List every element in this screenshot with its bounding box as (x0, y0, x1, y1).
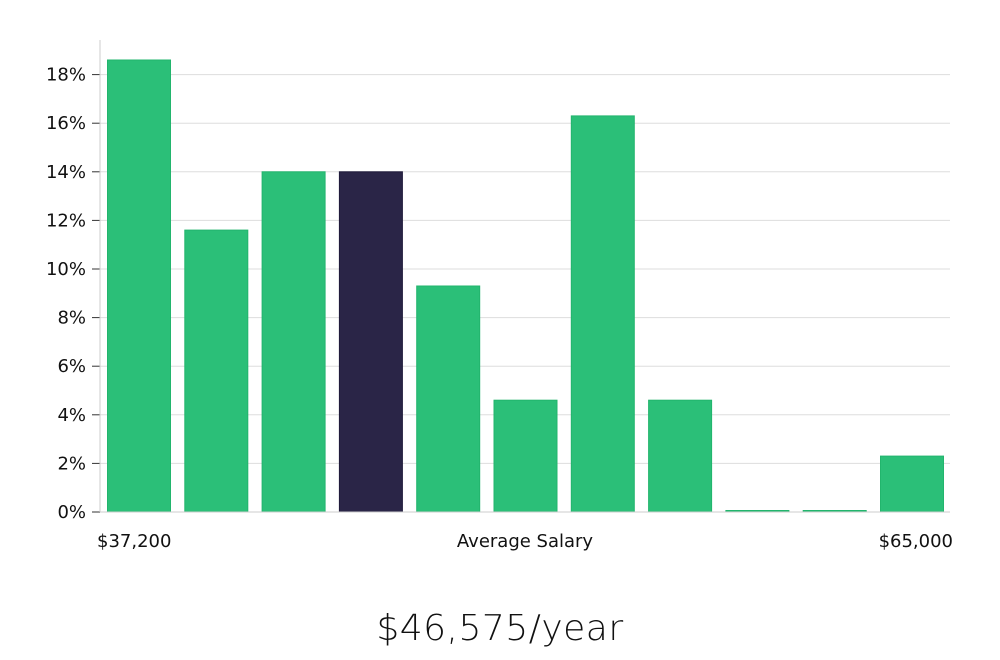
x-axis-title: Average Salary (457, 531, 594, 552)
y-tick-label: 12% (46, 210, 86, 231)
y-tick-label: 14% (46, 162, 86, 183)
y-tick-label: 10% (46, 259, 86, 280)
bars (107, 59, 944, 513)
y-tick-label: 2% (57, 453, 86, 474)
salary-histogram: 0% 2% 4% 6% 8% 10% 12% 14% 16% 18% $37,200 Averag… (46, 40, 953, 552)
bar (107, 59, 171, 513)
bar (416, 285, 481, 513)
y-tick-label: 8% (57, 308, 86, 329)
x-max-label: $65,000 (879, 531, 953, 552)
y-axis-ticks: 0% 2% 4% 6% 8% 10% 12% 14% 16% 18% (46, 65, 100, 523)
x-min-label: $37,200 (97, 531, 171, 552)
bar (493, 399, 558, 513)
y-tick-label: 6% (57, 356, 86, 377)
y-tick-label: 0% (57, 502, 86, 523)
bar (570, 115, 635, 513)
y-tick-label: 16% (46, 113, 86, 134)
bar-highlighted (338, 171, 403, 513)
bar (648, 399, 713, 513)
bar (880, 455, 944, 513)
y-tick-label: 4% (57, 405, 86, 426)
bar (184, 229, 249, 513)
bar (261, 171, 326, 513)
average-salary-value: $46,575/year (376, 608, 624, 649)
y-tick-label: 18% (46, 65, 86, 86)
